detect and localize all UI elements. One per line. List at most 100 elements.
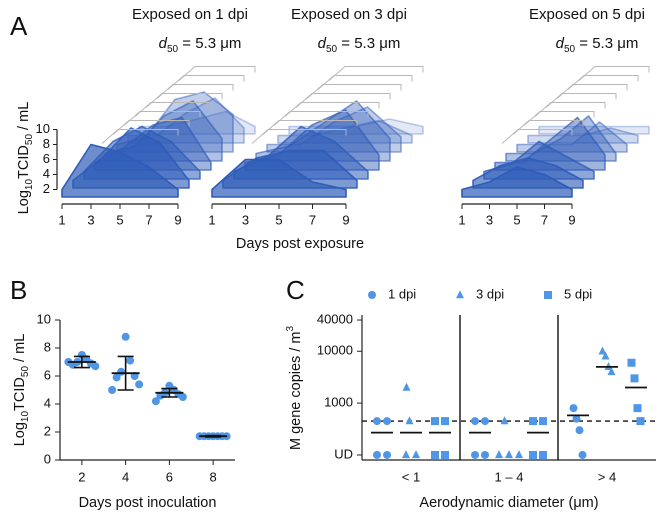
y-tick-label: 2	[43, 181, 50, 196]
point	[112, 373, 121, 382]
subplot-subtitle-part: d	[318, 35, 327, 52]
point	[135, 380, 144, 389]
point	[481, 417, 489, 426]
y-tick-label: 6	[43, 151, 50, 166]
point	[441, 417, 449, 426]
y-tick-label: 0	[44, 451, 51, 466]
point	[108, 386, 117, 394]
depth-guide	[306, 84, 402, 99]
point	[373, 450, 381, 459]
x-axis-label: Days post inoculation	[79, 495, 217, 511]
depth-guide	[295, 93, 391, 108]
depth-guide	[284, 102, 380, 117]
point	[630, 374, 639, 383]
depth-guide	[501, 129, 573, 144]
x-tick-label: 3	[87, 212, 94, 227]
point	[529, 450, 537, 459]
layer	[61, 143, 179, 198]
point	[412, 450, 420, 459]
point	[575, 426, 584, 435]
subplot-subtitle-part: 50	[564, 44, 576, 55]
subplot-subtitle: d50 = 5.3 μm	[159, 35, 242, 55]
point	[539, 417, 547, 426]
y-axis-label-part: M gene copies / m	[288, 332, 304, 450]
depth-guide	[578, 66, 650, 81]
y-axis-label-part: 50	[20, 366, 31, 378]
x-tick-label: 1 – 4	[495, 469, 524, 484]
depth-guide	[145, 93, 223, 108]
point	[383, 417, 391, 426]
panel-label: A	[10, 11, 28, 41]
point	[601, 351, 610, 360]
y-tick-label: 1000	[324, 395, 353, 410]
point	[500, 416, 509, 425]
panel-label: B	[10, 275, 27, 305]
legend-label: 3 dpi	[476, 286, 504, 301]
x-tick-label: 7	[541, 212, 548, 227]
point	[578, 450, 587, 459]
depth-guide	[112, 120, 190, 135]
point	[402, 382, 411, 391]
point	[495, 450, 503, 459]
x-tick-label: < 1	[402, 469, 420, 484]
y-axis-label-part: TCID	[16, 145, 32, 179]
point	[368, 291, 376, 299]
layer	[461, 166, 573, 198]
depth-guide	[156, 84, 234, 99]
y-axis-label-part: TCID	[12, 377, 28, 411]
y-tick-label: 2	[44, 423, 51, 438]
point	[627, 358, 636, 367]
x-tick-label: 3	[486, 212, 493, 227]
point	[456, 290, 464, 299]
x-tick-label: 1	[458, 212, 465, 227]
x-tick-label: 1	[208, 212, 215, 227]
depth-guide	[273, 111, 369, 126]
depth-guide	[123, 111, 201, 126]
x-tick-label: 9	[174, 212, 181, 227]
y-tick-label: 6	[44, 367, 51, 382]
subplot-subtitle: d50 = 5.3 μm	[556, 35, 639, 55]
depth-guide	[523, 111, 595, 126]
y-axis-label-part: 10	[24, 179, 35, 191]
point	[373, 417, 381, 426]
point	[402, 450, 410, 459]
y-axis-label-part: Log	[12, 422, 28, 446]
x-tick-label: 9	[342, 212, 349, 227]
point	[505, 450, 513, 459]
y-tick-label: 10	[36, 121, 50, 136]
y-tick-label: 8	[43, 136, 50, 151]
point	[151, 397, 160, 406]
y-tick-label: 10000	[317, 343, 353, 358]
point	[178, 393, 187, 401]
y-axis-label: Log10TCID50 / mL	[16, 102, 35, 215]
x-tick-label: 5	[116, 212, 123, 227]
point	[383, 450, 391, 459]
layer	[505, 115, 617, 162]
y-tick-label: 4	[44, 395, 51, 410]
depth-guide	[545, 93, 617, 108]
point	[471, 450, 479, 459]
subplot-subtitle: d50 = 5.3 μm	[318, 35, 401, 55]
x-tick-label: 5	[513, 212, 520, 227]
x-axis-label: Days post exposure	[236, 236, 364, 252]
x-tick-label: 7	[145, 212, 152, 227]
point	[529, 417, 537, 426]
x-tick-label: 1	[58, 212, 65, 227]
depth-guide	[512, 120, 584, 135]
depth-guide	[262, 120, 358, 135]
depth-guide	[134, 102, 212, 117]
subplot-subtitle-part: 50	[167, 44, 179, 55]
point	[431, 450, 439, 459]
y-axis-label-part: / mL	[12, 334, 28, 366]
depth-guide	[567, 75, 639, 90]
point	[633, 404, 642, 413]
x-tick-label: > 4	[598, 469, 616, 484]
point	[126, 356, 135, 365]
x-tick-label: 5	[275, 212, 282, 227]
x-tick-label: 2	[78, 469, 85, 484]
depth-guide	[534, 102, 606, 117]
x-axis-label: Aerodynamic diameter (μm)	[419, 495, 598, 511]
x-tick-label: 3	[242, 212, 249, 227]
